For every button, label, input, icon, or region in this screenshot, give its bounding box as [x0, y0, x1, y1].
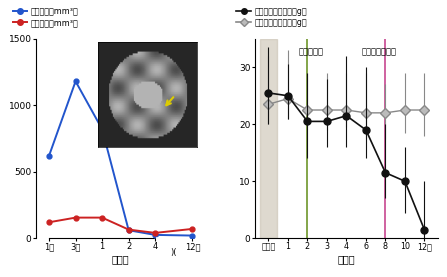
Legend: 浮腫体積（mm³）, 血腫体積（mm³）: 浮腫体積（mm³）, 血腫体積（mm³） [13, 7, 78, 27]
Text: )(: )( [170, 248, 177, 257]
Text: 逃避閾値が低下: 逃避閾値が低下 [362, 47, 397, 56]
Legend: 患側手の逃避閾値（g）, 健側手の逃避閾値（g）: 患側手の逃避閾値（g）, 健側手の逃避閾値（g） [236, 7, 307, 27]
Bar [260, 39, 277, 238]
Text: 損傷が安定: 損傷が安定 [299, 47, 324, 56]
X-axis label: 出血後: 出血後 [112, 254, 130, 264]
X-axis label: 出血後: 出血後 [337, 254, 355, 264]
